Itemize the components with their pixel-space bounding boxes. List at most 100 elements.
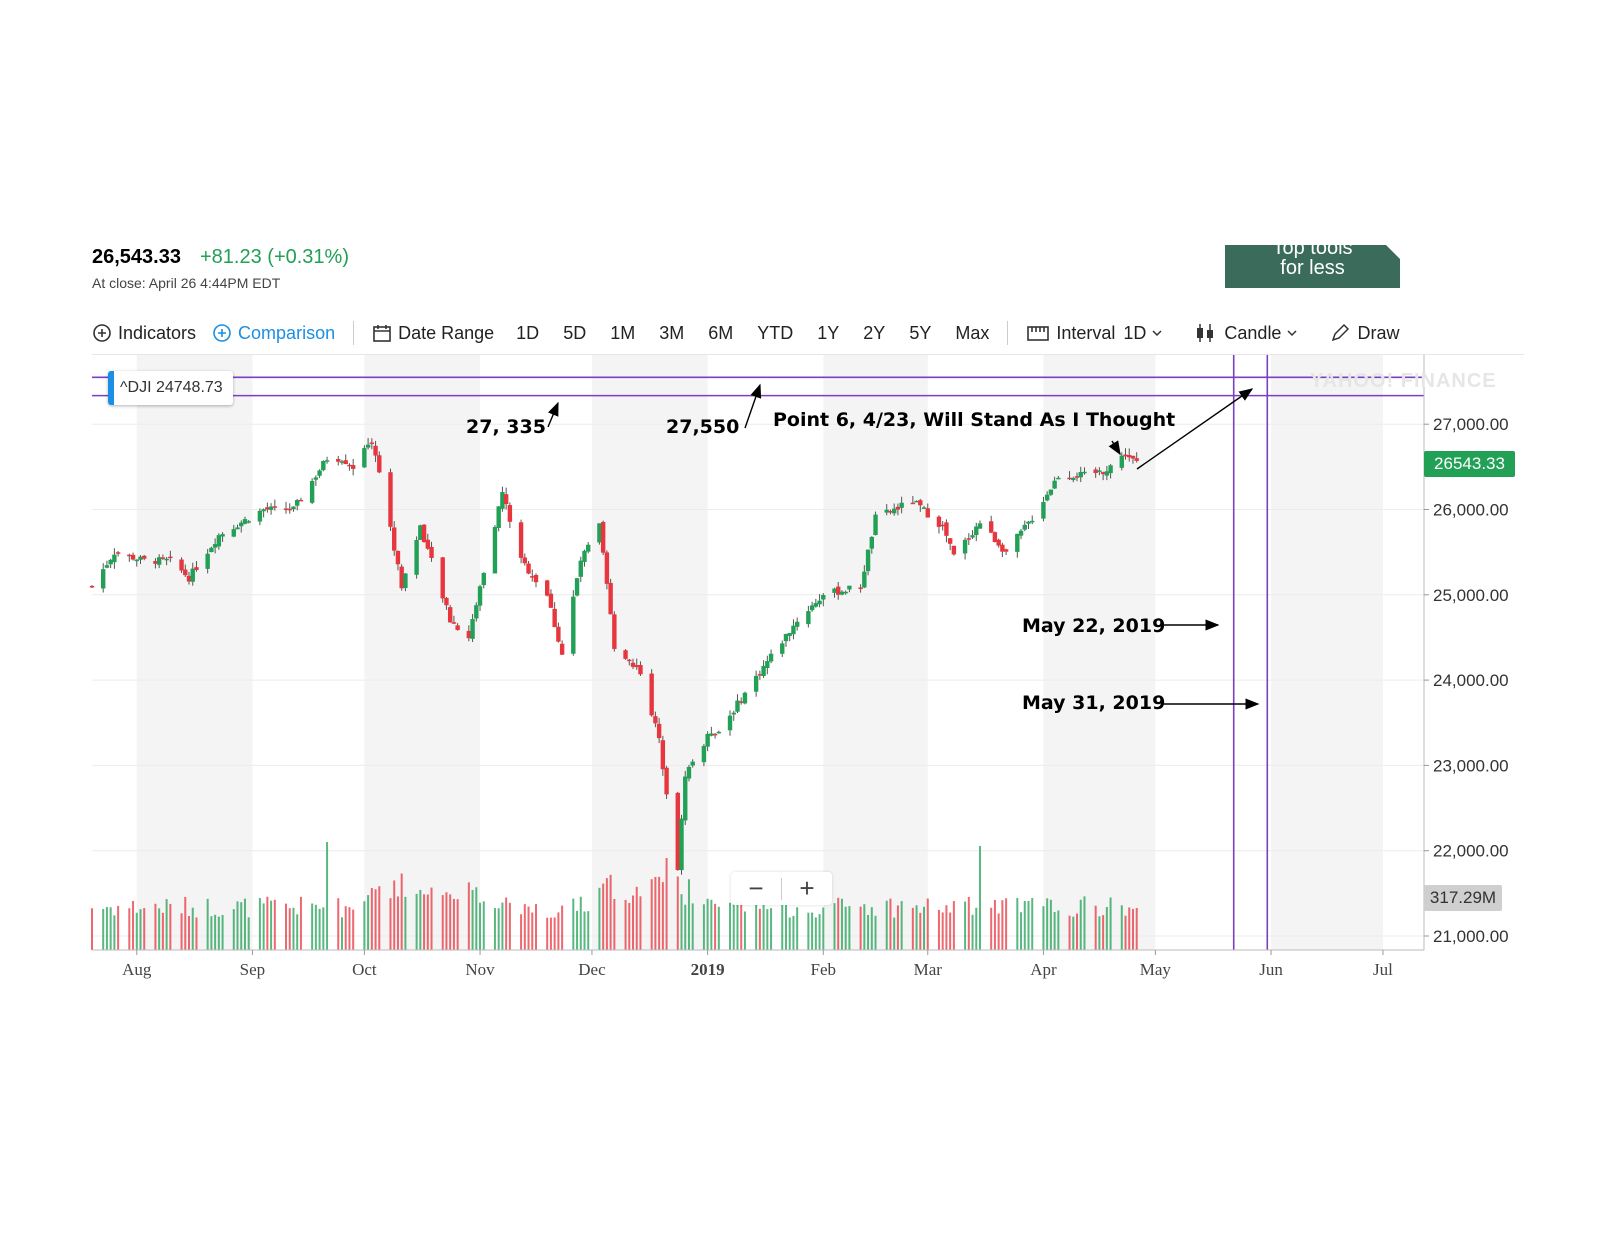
volume-bar (714, 903, 717, 950)
range-button-5d[interactable]: 5D (563, 322, 587, 343)
volume-bar (117, 905, 120, 950)
date-range-label: Date Range (398, 322, 495, 343)
indicators-button[interactable]: Indicators (92, 323, 196, 344)
draw-button[interactable]: Draw (1329, 322, 1399, 344)
candle-body (470, 619, 475, 639)
volume-bar (262, 903, 265, 950)
candle-body (809, 605, 815, 611)
candle-body (313, 477, 319, 480)
annotation-may-31: May 31, 2019 (1022, 692, 1166, 714)
range-button-ytd[interactable]: YTD (757, 322, 794, 343)
candle-body (268, 506, 274, 510)
candle-body (761, 665, 766, 677)
range-button-1y[interactable]: 1Y (817, 322, 840, 343)
candle-body (231, 529, 236, 537)
volume-bar (296, 914, 299, 950)
volume-bar (273, 899, 276, 950)
zoom-out-button[interactable]: − (748, 873, 764, 903)
volume-bar (546, 917, 549, 950)
candle-body (496, 506, 501, 528)
volume-bar (400, 873, 403, 950)
range-button-1m[interactable]: 1M (610, 322, 636, 343)
candle-body (257, 510, 263, 522)
range-button-5y[interactable]: 5Y (909, 322, 932, 343)
volume-bar (900, 901, 903, 950)
candle-body (1071, 478, 1076, 481)
volume-bar (848, 906, 851, 950)
volume-bar (445, 892, 448, 950)
quote-close-time: At close: April 26 4:44PM EDT (92, 275, 281, 291)
volume-bar (180, 913, 183, 950)
candle-body (1026, 521, 1031, 524)
range-button-6m[interactable]: 6M (708, 322, 734, 343)
volume-bar (1098, 916, 1101, 950)
volume-bar (423, 894, 426, 950)
candle-body (425, 539, 430, 549)
volume-bar (807, 912, 810, 950)
volume-bar (508, 902, 511, 950)
promo-banner[interactable]: Top tools for less (1225, 245, 1400, 288)
volume-bar (340, 917, 343, 950)
candle-body (1082, 471, 1087, 474)
calendar-icon (373, 325, 391, 342)
volume-bar (915, 905, 918, 950)
volume-bar (1083, 896, 1086, 950)
interval-dropdown[interactable]: Interval 1D (1026, 323, 1170, 344)
candle-body (388, 472, 393, 527)
volume-bar (475, 887, 478, 950)
candle-body (627, 659, 632, 662)
date-range-button[interactable]: Date Range (372, 323, 494, 344)
candle-body (921, 507, 927, 509)
volume-bar (270, 900, 273, 950)
candle-body (138, 556, 143, 560)
candle-body (634, 665, 639, 668)
volume-bar (837, 897, 840, 950)
plus-circle-icon (93, 324, 111, 342)
x-tick-label: Apr (1030, 960, 1057, 979)
volume-bar (926, 898, 929, 950)
dji-crosshair-label: ^DJI 24748.73 (108, 371, 233, 405)
range-button-2y[interactable]: 2Y (863, 322, 886, 343)
volume-tag: 317.29M (1424, 885, 1502, 911)
candle-body (664, 767, 669, 795)
candle-body (891, 508, 897, 514)
annotation-point-6: Point 6, 4/23, Will Stand As I Thought (773, 409, 1176, 431)
volume-bar (449, 894, 452, 950)
reference-lines (92, 355, 1424, 950)
volume-bar (814, 917, 817, 950)
chart-type-dropdown[interactable]: Candle (1194, 322, 1305, 344)
volume-bar (188, 916, 191, 950)
candle-body (447, 607, 453, 623)
candle-body (791, 625, 796, 635)
month-shade (364, 355, 481, 950)
range-button-max[interactable]: Max (955, 322, 990, 343)
volume-bar (441, 895, 444, 950)
y-tick-label: 21,000.00 (1433, 927, 1509, 946)
volume-bar (143, 908, 146, 950)
candle-body (1078, 472, 1083, 478)
candle-body (1123, 454, 1128, 457)
annotation-arrows (547, 383, 1260, 710)
comparison-button[interactable]: Comparison (212, 323, 335, 344)
volume-bar (1135, 907, 1138, 950)
indicators-label: Indicators (118, 322, 197, 343)
range-button-3m[interactable]: 3M (659, 322, 685, 343)
candle-body (858, 587, 863, 590)
chart-toolbar: Indicators Comparison Date Range 1D 5D 1M 3… (92, 318, 1399, 348)
candle-body (369, 442, 375, 445)
toolbar-divider (1007, 321, 1009, 345)
candle-body (966, 538, 972, 540)
range-button-1d[interactable]: 1D (516, 322, 540, 343)
zoom-control: − + (731, 872, 832, 905)
candle-body (604, 552, 610, 584)
volume-bar (870, 907, 873, 950)
volume-bar (665, 858, 668, 950)
volume-bar (527, 906, 530, 950)
candle-body (1134, 458, 1139, 461)
volume-bar (680, 894, 683, 950)
volume-bar (344, 906, 347, 950)
zoom-in-button[interactable]: + (799, 873, 815, 903)
candle-body (1041, 502, 1046, 519)
x-tick-label: Nov (465, 960, 495, 979)
